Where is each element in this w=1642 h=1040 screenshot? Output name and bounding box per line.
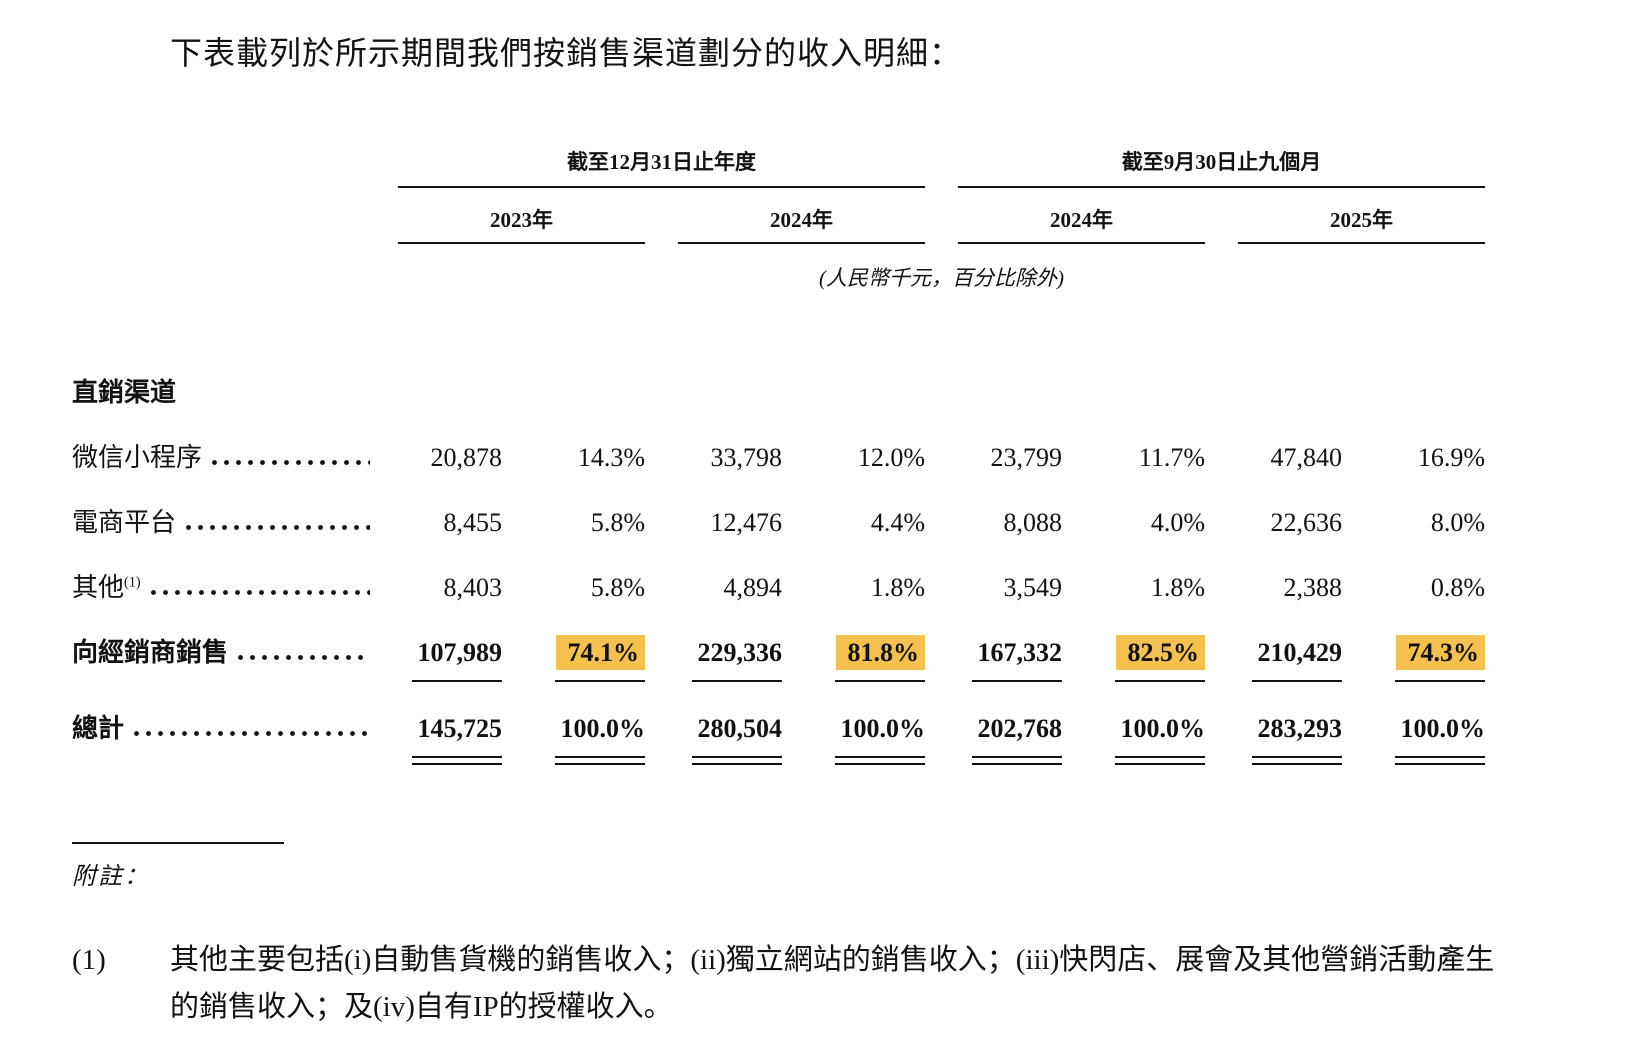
row-label: 其他 <box>72 573 125 603</box>
percent-cell: 4.0% <box>1150 508 1205 538</box>
percent-cell: 16.9% <box>1417 443 1485 473</box>
percent-cell: 100.0% <box>1062 714 1205 765</box>
footnote-marker: (1) <box>72 944 106 977</box>
value-cell: 145,725 <box>398 714 502 765</box>
footnote-ref: (1) <box>124 574 141 591</box>
dot-leader <box>212 460 370 466</box>
period-group-header-row: 截至12月31日止年度 截至9月30日止九個月 <box>72 146 1642 189</box>
section-header-row: 直銷渠道 <box>72 372 1642 409</box>
value-cell: 8,455 <box>443 508 503 538</box>
units-note-row: (人民幣千元，百分比除外) <box>72 262 1642 292</box>
dot-leader <box>238 655 370 661</box>
percent-cell: 100.0% <box>502 714 645 765</box>
highlight-badge: 82.5% <box>1115 635 1205 671</box>
footnote-1: (1) 其他主要包括(i)自動售貨機的銷售收入；(ii)獨立網站的銷售收入；(i… <box>72 937 1642 1031</box>
revenue-by-channel-table: 截至12月31日止年度 截至9月30日止九個月 2023年 2024年 2024… <box>72 146 1642 765</box>
year-header-2024-9m: 2024年 <box>958 204 1205 245</box>
section-header-label: 直銷渠道 <box>72 378 177 408</box>
row-label: 電商平台 <box>72 508 177 538</box>
value-cell: 23,799 <box>990 443 1063 473</box>
value-cell: 280,504 <box>678 714 782 765</box>
percent-cell: 0.8% <box>1430 573 1485 603</box>
percent-cell: 5.8% <box>590 508 645 538</box>
value-cell: 107,989 <box>398 638 502 683</box>
period-group-header-9m: 截至9月30日止九個月 <box>958 146 1485 189</box>
percent-cell-highlighted: 81.8% <box>782 635 925 683</box>
percent-cell: 11.7% <box>1138 443 1205 473</box>
percent-cell: 4.4% <box>870 508 925 538</box>
table-row-wechat-mini-program: 微信小程序 20,878 14.3% 33,798 12.0% 23,799 1… <box>72 437 1642 474</box>
highlight-badge: 74.3% <box>1395 635 1485 671</box>
notes-heading: 附註： <box>72 864 150 891</box>
row-label: 總計 <box>72 714 125 744</box>
value-cell: 33,798 <box>710 443 783 473</box>
table-row-ecommerce-platform: 電商平台 8,455 5.8% 12,476 4.4% 8,088 4.0% 2… <box>72 502 1642 539</box>
table-row-total: 總計 145,725 100.0% 280,504 100.0% 202,768… <box>72 708 1642 765</box>
percent-cell: 1.8% <box>870 573 925 603</box>
percent-cell: 8.0% <box>1430 508 1485 538</box>
percent-cell: 100.0% <box>1342 714 1485 765</box>
percent-cell: 12.0% <box>857 443 925 473</box>
value-cell: 12,476 <box>710 508 783 538</box>
value-cell: 210,429 <box>1238 638 1342 683</box>
value-cell: 20,878 <box>430 443 503 473</box>
dot-leader <box>134 731 370 737</box>
dot-leader <box>150 590 370 596</box>
percent-cell: 5.8% <box>590 573 645 603</box>
value-cell: 8,088 <box>1003 508 1063 538</box>
table-row-sales-to-distributors: 向經銷商銷售 107,989 74.1% 229,336 81.8% 167,3… <box>72 632 1642 683</box>
percent-cell-highlighted: 74.1% <box>502 635 645 683</box>
dot-leader <box>186 525 370 531</box>
value-cell: 8,403 <box>443 573 503 603</box>
row-label: 微信小程序 <box>72 443 203 473</box>
percent-cell: 100.0% <box>782 714 925 765</box>
percent-cell-highlighted: 82.5% <box>1062 635 1205 683</box>
value-cell: 2,388 <box>1283 573 1343 603</box>
highlight-badge: 74.1% <box>555 635 645 671</box>
table-row-others: 其他(1) 8,403 5.8% 4,894 1.8% 3,549 1.8% 2… <box>72 567 1642 604</box>
highlight-badge: 81.8% <box>835 635 925 671</box>
value-cell: 3,549 <box>1003 573 1063 603</box>
value-cell: 167,332 <box>958 638 1062 683</box>
value-cell: 4,894 <box>723 573 783 603</box>
year-header-2024: 2024年 <box>678 204 925 245</box>
units-note: (人民幣千元，百分比除外) <box>819 266 1064 291</box>
percent-cell-highlighted: 74.3% <box>1342 635 1485 683</box>
value-cell: 229,336 <box>678 638 782 683</box>
year-header-2025-9m: 2025年 <box>1238 204 1485 245</box>
year-header-row: 2023年 2024年 2024年 2025年 <box>72 204 1642 245</box>
period-group-header-fy: 截至12月31日止年度 <box>398 146 925 189</box>
value-cell: 47,840 <box>1270 443 1343 473</box>
intro-paragraph: 下表載列於所示期間我們按銷售渠道劃分的收入明細： <box>170 35 963 71</box>
percent-cell: 14.3% <box>577 443 645 473</box>
notes-divider <box>72 842 284 845</box>
value-cell: 22,636 <box>1270 508 1343 538</box>
row-label: 向經銷商銷售 <box>72 638 229 668</box>
year-header-2023: 2023年 <box>398 204 645 245</box>
percent-cell: 1.8% <box>1150 573 1205 603</box>
footnote-text: 其他主要包括(i)自動售貨機的銷售收入；(ii)獨立網站的銷售收入；(iii)快… <box>170 944 1495 1024</box>
value-cell: 202,768 <box>958 714 1062 765</box>
value-cell: 283,293 <box>1238 714 1342 765</box>
